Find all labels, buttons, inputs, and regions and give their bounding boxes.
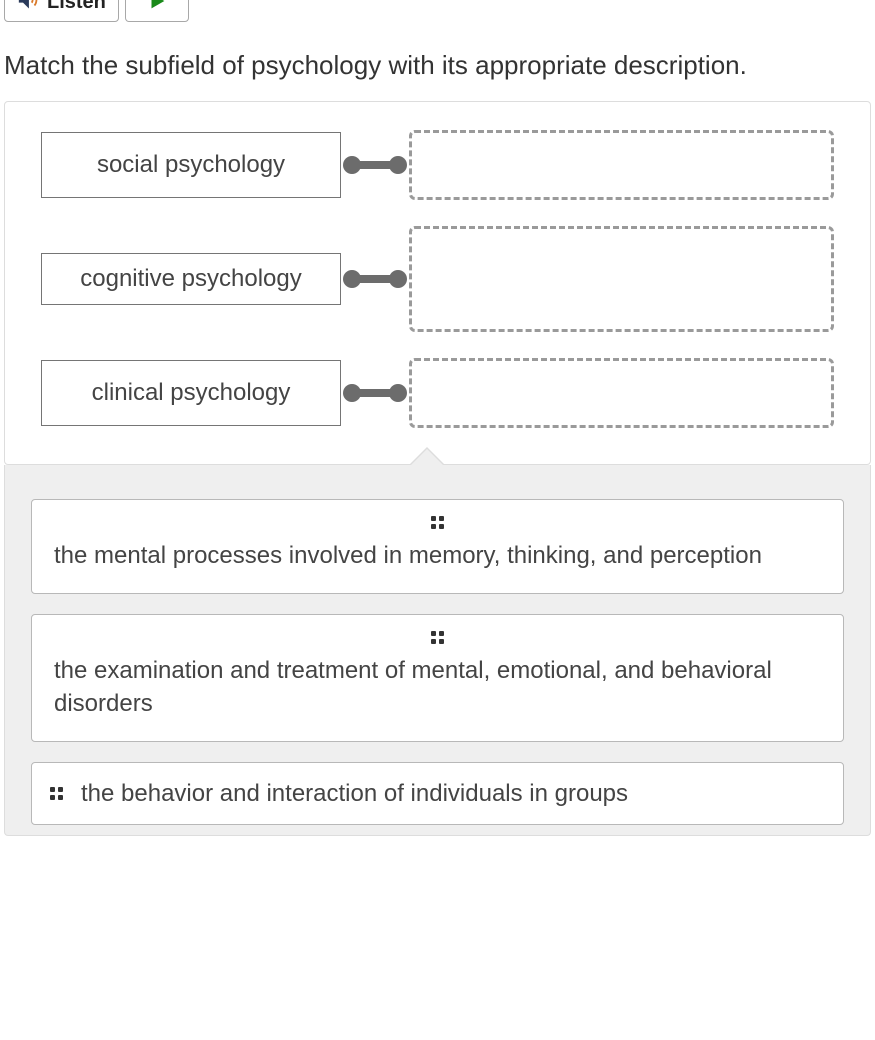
connector-icon (347, 385, 403, 401)
option-text: the behavior and interaction of individu… (81, 777, 628, 811)
drag-handle-icon (431, 516, 444, 529)
term-label: clinical psychology (92, 379, 291, 406)
term-box-social-psychology: social psychology (41, 132, 341, 198)
term-box-clinical-psychology: clinical psychology (41, 360, 341, 426)
play-icon (146, 0, 168, 15)
listen-label: Listen (47, 0, 106, 14)
drop-target[interactable] (409, 358, 834, 428)
term-label: social psychology (97, 151, 285, 178)
speaker-icon (17, 0, 39, 16)
term-label: cognitive psychology (80, 265, 301, 292)
term-box-cognitive-psychology: cognitive psychology (41, 253, 341, 305)
drop-target[interactable] (409, 226, 834, 332)
draggable-option[interactable]: the behavior and interaction of individu… (31, 762, 844, 826)
option-text: the mental processes involved in memory,… (54, 539, 821, 573)
listen-button[interactable]: Listen (4, 0, 119, 22)
match-row: social psychology (41, 130, 834, 200)
drag-handle-icon (431, 631, 444, 644)
connector-icon (347, 271, 403, 287)
play-button[interactable] (125, 0, 189, 22)
option-text: the examination and treatment of mental,… (54, 654, 821, 721)
drop-target[interactable] (409, 130, 834, 200)
options-area: the mental processes involved in memory,… (4, 465, 871, 836)
draggable-option[interactable]: the mental processes involved in memory,… (31, 499, 844, 594)
match-row: clinical psychology (41, 358, 834, 428)
draggable-option[interactable]: the examination and treatment of mental,… (31, 614, 844, 742)
match-row: cognitive psychology (41, 226, 834, 332)
drag-handle-icon (50, 787, 63, 800)
matching-area: social psychology cognitive psychology (4, 101, 871, 465)
connector-icon (347, 157, 403, 173)
